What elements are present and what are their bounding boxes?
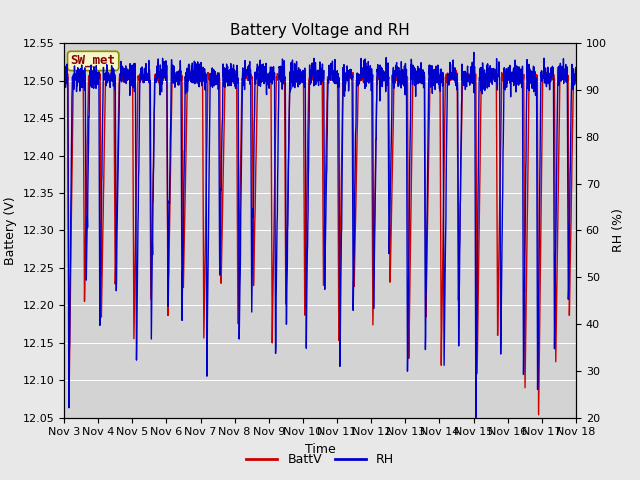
Legend: BattV, RH: BattV, RH — [241, 448, 399, 471]
Y-axis label: Battery (V): Battery (V) — [4, 196, 17, 264]
Title: Battery Voltage and RH: Battery Voltage and RH — [230, 23, 410, 38]
X-axis label: Time: Time — [305, 443, 335, 456]
Text: SW_met: SW_met — [70, 54, 116, 67]
Y-axis label: RH (%): RH (%) — [612, 208, 625, 252]
